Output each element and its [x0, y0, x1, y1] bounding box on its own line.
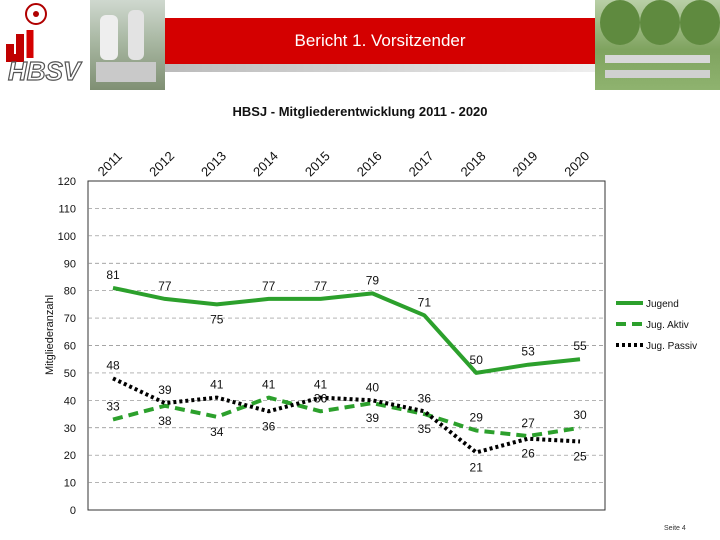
page-title: Bericht 1. Vorsitzender	[294, 31, 466, 50]
x-tick-label: 2013	[198, 148, 229, 179]
y-tick-label: 50	[64, 368, 76, 380]
data-label: 50	[470, 353, 484, 367]
legend-label: Jug. Aktiv	[646, 320, 689, 331]
data-label: 30	[573, 408, 587, 422]
legend-label: Jugend	[646, 299, 679, 310]
data-label: 79	[366, 273, 380, 287]
series-line	[112, 395, 581, 438]
y-tick-label: 40	[64, 395, 76, 407]
hbsv-logo: HBSV	[0, 0, 88, 95]
x-tick-label: 2020	[561, 148, 592, 179]
x-tick-label: 2019	[509, 148, 540, 179]
data-label: 75	[210, 312, 224, 326]
legend-label: Jug. Passiv	[646, 341, 697, 352]
y-tick-label: 20	[64, 450, 76, 462]
y-tick-label: 30	[64, 423, 76, 435]
data-label: 77	[158, 279, 172, 293]
minigolf-photo-right	[595, 0, 720, 90]
y-tick-label: 80	[64, 286, 76, 298]
series-line	[112, 376, 581, 455]
y-tick-label: 120	[58, 176, 76, 188]
data-label: 77	[262, 279, 276, 293]
data-label: 26	[521, 447, 535, 461]
y-tick-label: 110	[58, 203, 76, 215]
x-tick-label: 2015	[302, 148, 333, 179]
banner-stripe	[165, 64, 595, 72]
event-photo-left	[90, 0, 165, 90]
page-number: Seite 4	[664, 525, 686, 532]
chart-title: HBSJ - Mitgliederentwicklung 2011 - 2020	[232, 104, 488, 119]
series-line	[112, 285, 581, 375]
data-label: 34	[210, 425, 224, 439]
data-label: 21	[470, 460, 484, 474]
data-label: 53	[521, 345, 535, 359]
x-tick-label: 2017	[406, 148, 437, 179]
data-label: 25	[573, 449, 587, 463]
x-tick-label: 2012	[146, 148, 177, 179]
data-label: 71	[418, 295, 432, 309]
data-label: 27	[521, 416, 535, 430]
y-tick-label: 100	[58, 231, 76, 243]
data-label: 77	[314, 279, 328, 293]
data-label: 40	[366, 380, 380, 394]
data-label: 29	[470, 410, 484, 424]
x-tick-label: 2018	[458, 148, 489, 179]
data-label: 39	[158, 383, 172, 397]
y-tick-label: 70	[64, 313, 76, 325]
y-tick-label: 60	[64, 341, 76, 353]
x-tick-label: 2014	[250, 148, 281, 179]
data-label: 41	[262, 378, 276, 392]
data-label: 48	[106, 358, 120, 372]
x-tick-label: 2011	[95, 149, 125, 179]
data-label: 38	[158, 414, 172, 428]
data-label: 36	[418, 391, 432, 405]
data-label: 35	[418, 422, 432, 436]
title-banner: Bericht 1. Vorsitzender	[165, 18, 595, 64]
data-label: 81	[106, 268, 120, 282]
data-label: 36	[262, 419, 276, 433]
y-tick-label: 90	[64, 258, 76, 270]
y-tick-label: 0	[70, 505, 76, 517]
y-tick-label: 10	[64, 478, 76, 490]
data-label: 41	[210, 378, 224, 392]
data-label: 41	[314, 378, 328, 392]
x-tick-label: 2016	[354, 148, 385, 179]
data-label: 55	[573, 339, 587, 353]
data-label: 33	[106, 400, 120, 414]
logo-text: HBSV	[8, 56, 83, 86]
data-label: 39	[366, 411, 380, 425]
